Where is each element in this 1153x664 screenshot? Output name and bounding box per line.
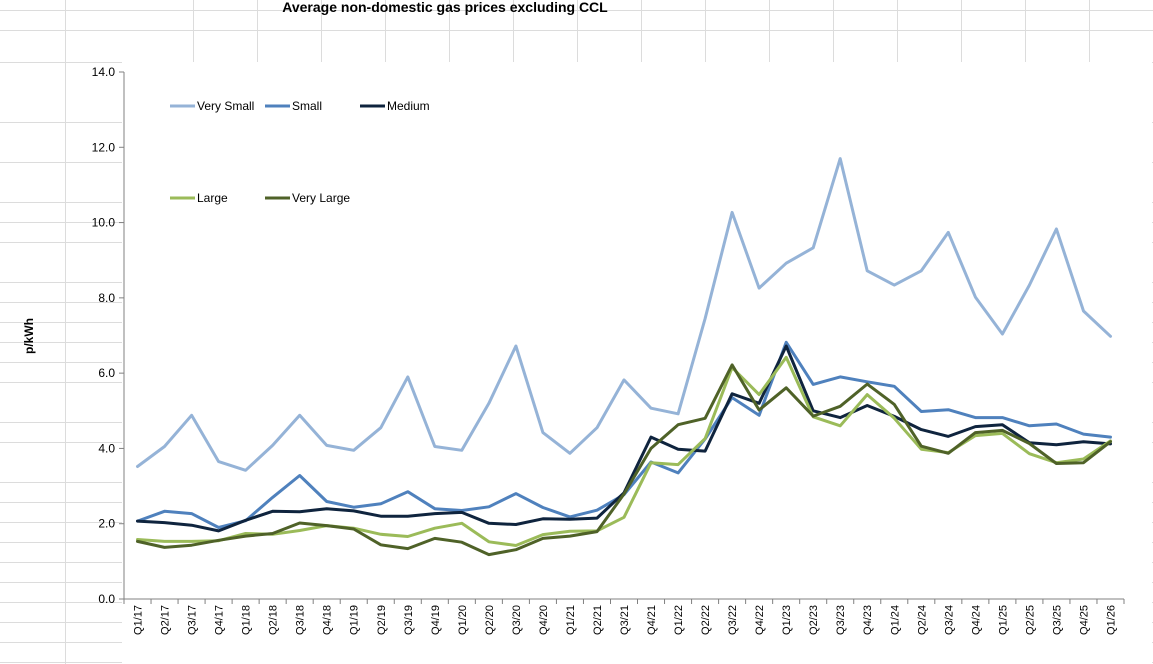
legend-label-very-small: Very Small bbox=[197, 99, 254, 113]
x-tick-label: Q3/25 bbox=[1051, 605, 1063, 635]
x-tick-label: Q3/18 bbox=[295, 605, 307, 635]
x-tick-label: Q4/18 bbox=[322, 605, 334, 635]
x-tick-label: Q4/25 bbox=[1078, 605, 1090, 635]
y-tick-label: 2.0 bbox=[98, 517, 115, 531]
x-tick-label: Q1/25 bbox=[997, 605, 1009, 635]
series-line-very-small bbox=[136, 157, 1112, 472]
y-tick-label: 4.0 bbox=[98, 441, 115, 455]
x-tick-label: Q3/22 bbox=[727, 605, 739, 635]
legend-label-large: Large bbox=[197, 191, 228, 205]
legend-box bbox=[162, 62, 450, 240]
legend: Very Small Small Medium Large Very Large bbox=[170, 99, 430, 205]
y-tick-label: 8.0 bbox=[98, 291, 115, 305]
x-tick-label: Q3/24 bbox=[943, 605, 955, 635]
legend-label-small: Small bbox=[292, 99, 322, 113]
x-tick-label: Q1/22 bbox=[673, 605, 685, 635]
x-tick-label: Q2/18 bbox=[268, 605, 280, 635]
x-tick-label: Q2/21 bbox=[592, 605, 604, 635]
x-tick-label: Q2/25 bbox=[1024, 605, 1036, 635]
x-tick-label: Q1/23 bbox=[781, 605, 793, 635]
x-tick-label: Q1/21 bbox=[565, 605, 577, 635]
x-tick-label: Q4/17 bbox=[214, 605, 226, 635]
x-tick-label: Q4/23 bbox=[862, 605, 874, 635]
y-tick-label: 14.0 bbox=[92, 65, 116, 79]
y-tick-label: 10.0 bbox=[92, 216, 116, 230]
y-axis-label: p/kWh bbox=[22, 318, 36, 354]
y-tick-label: 0.0 bbox=[98, 592, 115, 606]
x-tick-label: Q4/21 bbox=[646, 605, 658, 635]
y-axis-ticks: 0.0 2.0 4.0 6.0 8.0 10.0 12.0 14.0 bbox=[92, 65, 124, 606]
y-tick-label: 12.0 bbox=[92, 140, 116, 154]
x-tick-label: Q2/20 bbox=[484, 605, 496, 635]
x-tick-label: Q3/23 bbox=[835, 605, 847, 635]
chart-title: Average non-domestic gas prices excludin… bbox=[282, 0, 608, 15]
y-tick-label: 6.0 bbox=[98, 366, 115, 380]
x-tick-label: Q1/17 bbox=[133, 605, 145, 635]
x-tick-label: Q1/24 bbox=[889, 605, 901, 635]
x-axis-ticks: Q1/17 Q2/17 Q3/17 Q4/17 Q1/18 Q2/18 Q3/18 Q4/18… bbox=[123, 599, 1125, 635]
x-tick-label: Q3/21 bbox=[619, 605, 631, 635]
x-tick-label: Q2/17 bbox=[160, 605, 172, 635]
legend-label-very-large: Very Large bbox=[292, 191, 350, 205]
x-tick-label: Q2/19 bbox=[376, 605, 388, 635]
x-tick-label: Q1/18 bbox=[241, 605, 253, 635]
x-tick-label: Q4/20 bbox=[538, 605, 550, 635]
x-tick-label: Q1/26 bbox=[1105, 605, 1117, 635]
x-tick-label: Q3/17 bbox=[187, 605, 199, 635]
x-tick-label: Q3/20 bbox=[511, 605, 523, 635]
series-line-very-large bbox=[136, 363, 1112, 557]
x-tick-label: Q2/23 bbox=[808, 605, 820, 635]
x-tick-label: Q4/22 bbox=[754, 605, 766, 635]
x-tick-label: Q1/20 bbox=[457, 605, 469, 635]
x-tick-label: Q4/19 bbox=[430, 605, 442, 635]
x-tick-label: Q1/19 bbox=[349, 605, 361, 635]
x-tick-label: Q4/24 bbox=[970, 605, 982, 635]
series-lines bbox=[136, 157, 1112, 557]
x-tick-label: Q2/22 bbox=[700, 605, 712, 635]
x-tick-label: Q3/19 bbox=[403, 605, 415, 635]
x-tick-label: Q2/24 bbox=[916, 605, 928, 635]
legend-label-medium: Medium bbox=[387, 99, 430, 113]
